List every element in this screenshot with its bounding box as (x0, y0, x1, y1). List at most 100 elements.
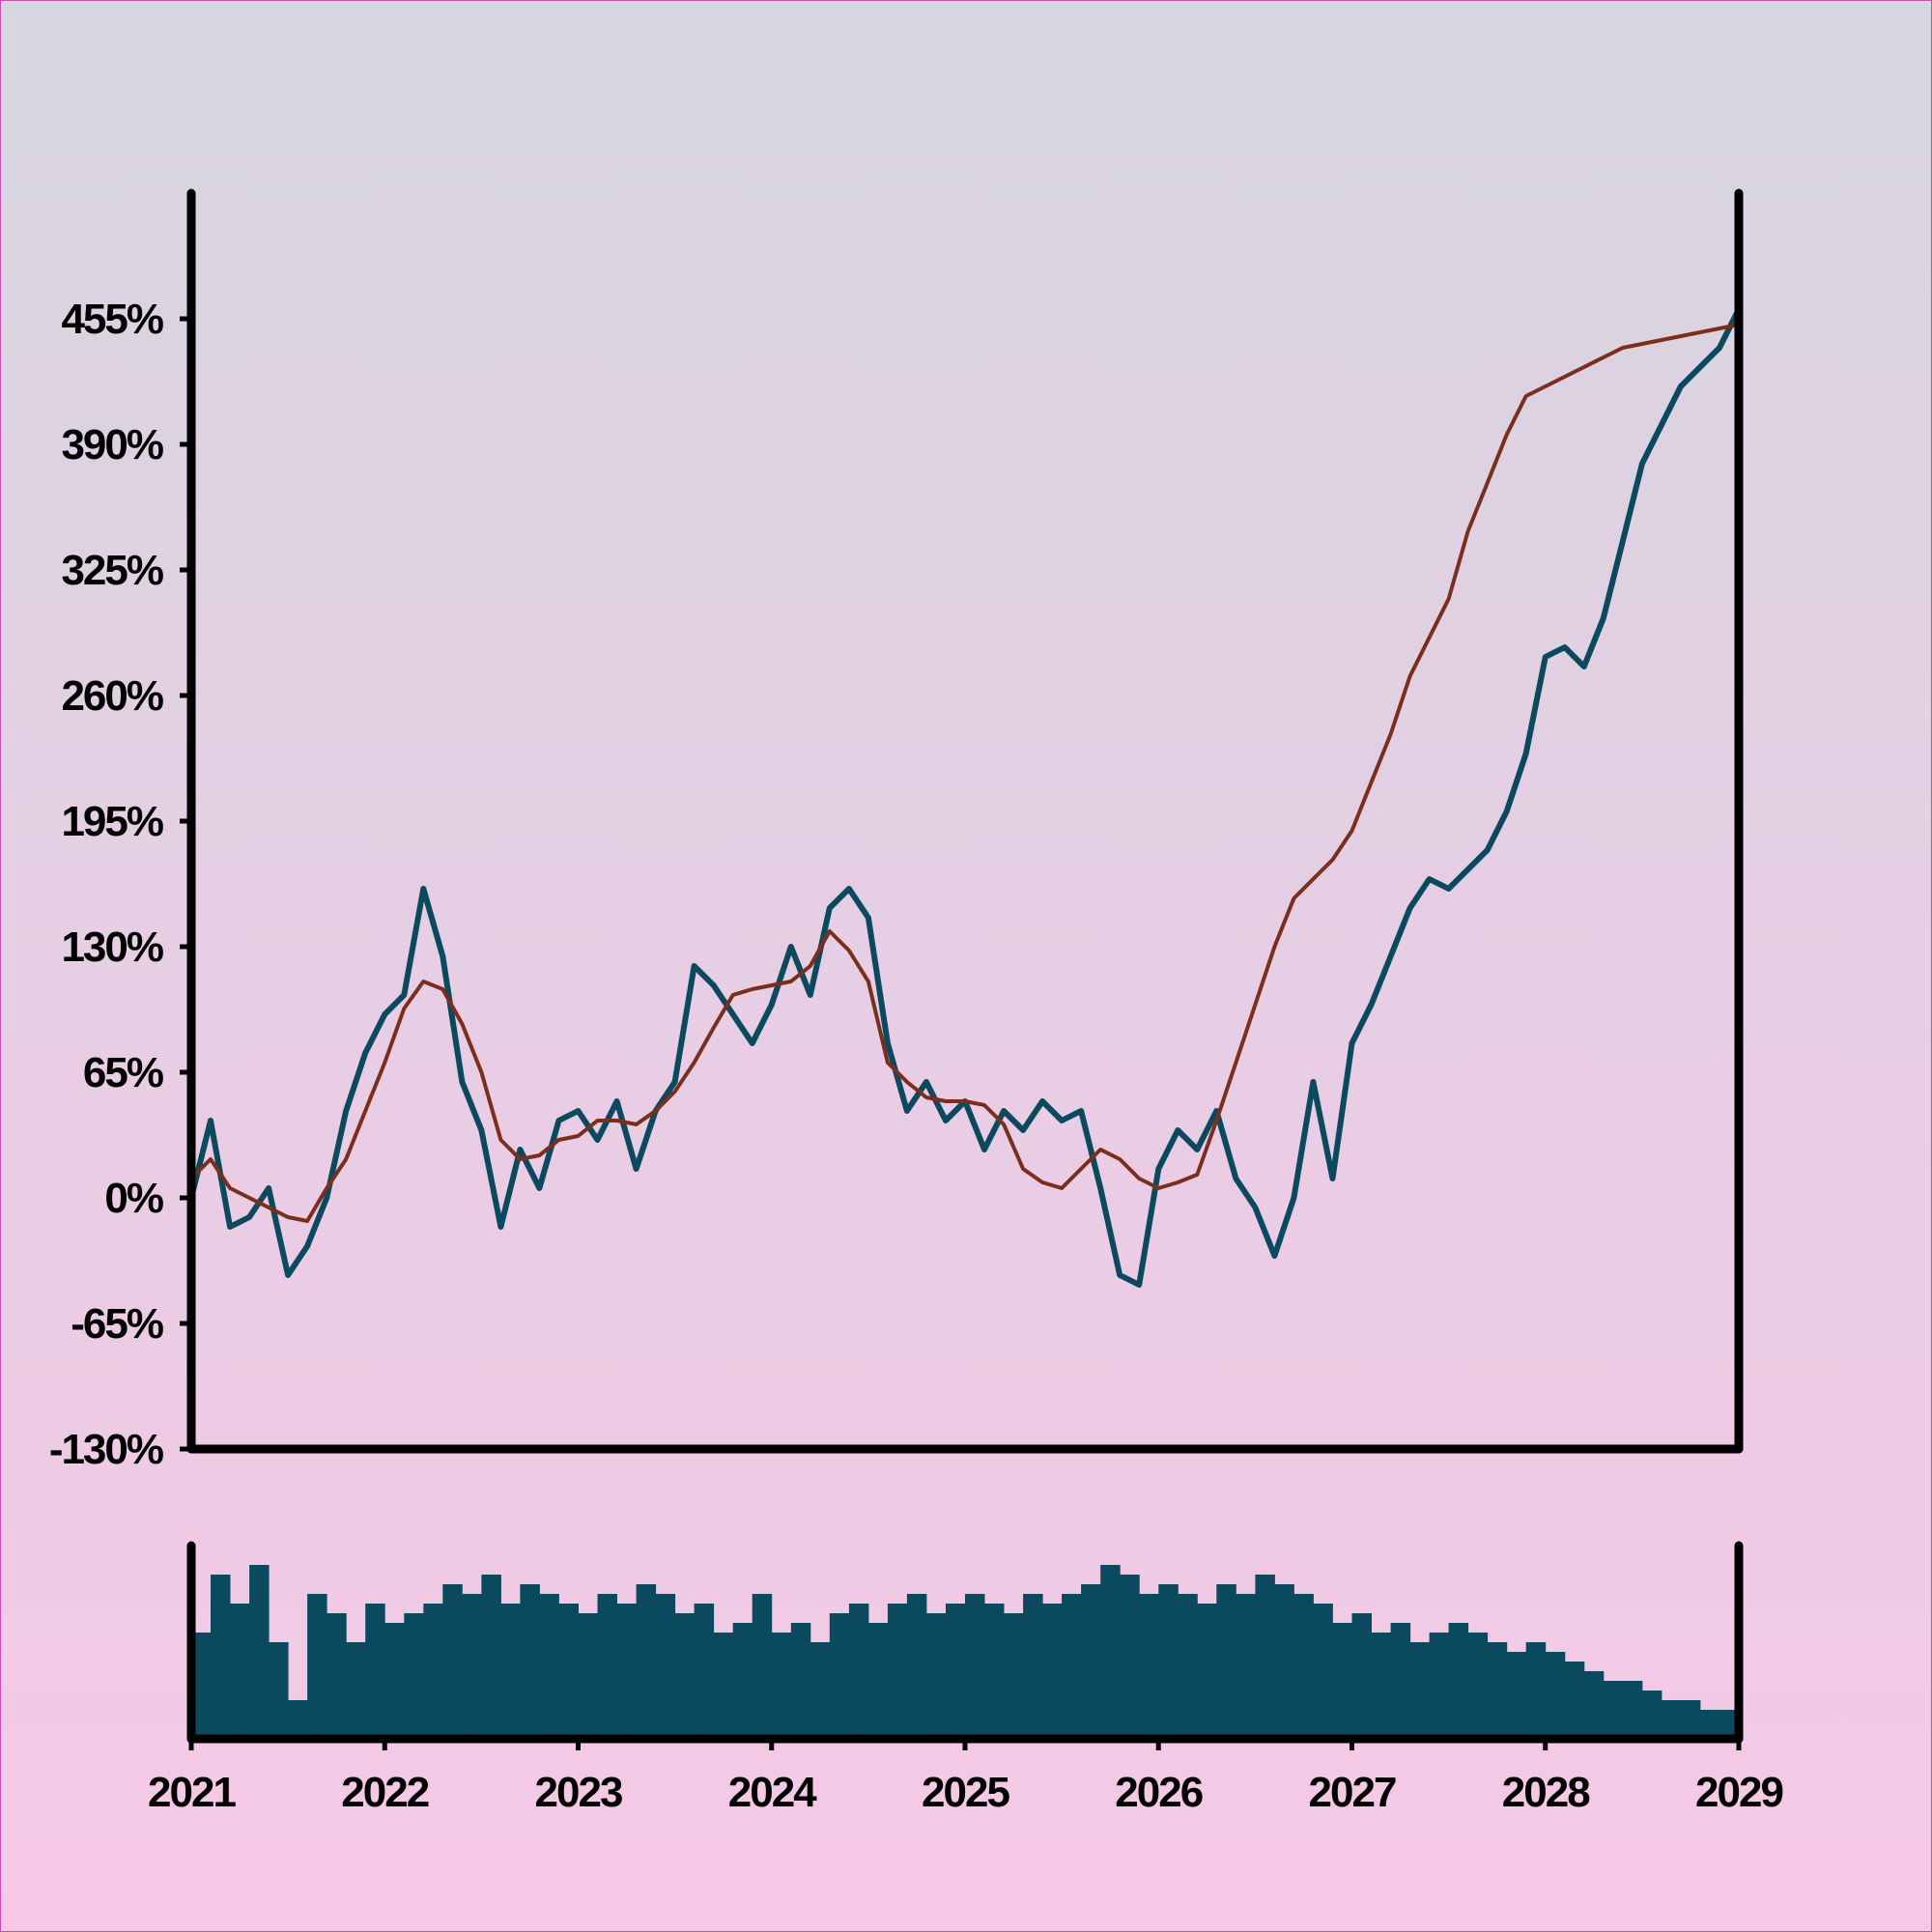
volume-bar (790, 1623, 811, 1739)
volume-bar (404, 1613, 424, 1739)
volume-bar (578, 1613, 598, 1739)
volume-bar (752, 1594, 773, 1739)
volume-bar (307, 1594, 327, 1739)
x-tick-label: 2021 (148, 1769, 236, 1816)
volume-bar (539, 1594, 559, 1739)
volume-bar (191, 1633, 212, 1739)
x-tick-label: 2023 (535, 1769, 622, 1816)
volume-bar (1178, 1594, 1198, 1739)
volume-bar (1622, 1681, 1643, 1739)
volume-bar (655, 1594, 676, 1739)
volume-bar (1236, 1594, 1256, 1739)
x-tick-label: 2022 (341, 1769, 428, 1816)
volume-bar (1081, 1584, 1101, 1739)
volume-bar (423, 1604, 443, 1739)
x-tick-label: 2027 (1309, 1769, 1396, 1816)
volume-bar (1371, 1633, 1391, 1739)
volume-bar (1313, 1604, 1333, 1739)
volume-bar (1641, 1690, 1662, 1739)
x-tick-label: 2028 (1502, 1769, 1590, 1816)
volume-bar (965, 1594, 985, 1739)
volume-bar (1699, 1710, 1720, 1739)
volume-bar (1467, 1633, 1489, 1739)
volume-bar (616, 1604, 638, 1739)
volume-bar (1429, 1633, 1450, 1739)
y-tick-label: 0% (104, 1175, 162, 1222)
y-tick-label: 65% (83, 1049, 163, 1096)
volume-bar (1409, 1642, 1431, 1739)
volume-bar (1680, 1700, 1701, 1739)
volume-bar (946, 1604, 966, 1739)
volume-bar (1332, 1623, 1352, 1739)
volume-bar (442, 1584, 463, 1739)
axes (186, 188, 1744, 1744)
y-tick-label: 195% (61, 798, 162, 845)
volume-bar (1487, 1642, 1508, 1739)
volume-bar (462, 1594, 482, 1739)
price-line (188, 307, 1742, 1288)
main-plot (188, 307, 1742, 1288)
volume-bar (771, 1633, 792, 1739)
x-tick-label: 2029 (1695, 1769, 1782, 1816)
volume-bar (1120, 1575, 1140, 1739)
volume-plot (191, 1565, 1740, 1739)
volume-bar (867, 1623, 889, 1739)
volume-bar (829, 1613, 850, 1739)
volume-bar (249, 1565, 270, 1739)
volume-bar (230, 1604, 250, 1739)
volume-bar (327, 1613, 347, 1739)
volume-bar (211, 1575, 231, 1739)
volume-bar (1293, 1594, 1314, 1739)
volume-bar (597, 1594, 617, 1739)
y-tick-label: -65% (71, 1300, 163, 1348)
volume-bar (636, 1584, 657, 1739)
y-tick-label: 390% (61, 421, 162, 469)
volume-bar (925, 1613, 947, 1739)
volume-bar (1351, 1613, 1372, 1739)
volume-bar (1004, 1613, 1024, 1739)
volume-bar (1274, 1584, 1294, 1739)
volume-bar (694, 1604, 715, 1739)
volume-bar (1390, 1623, 1411, 1739)
volume-bar (558, 1604, 579, 1739)
volume-bar (288, 1700, 308, 1739)
volume-bar (674, 1613, 696, 1739)
volume-bar (1448, 1623, 1469, 1739)
volume-bar (1197, 1604, 1217, 1739)
volume-bar (732, 1623, 753, 1739)
volume-bar (848, 1604, 869, 1739)
volume-bar (1139, 1594, 1159, 1739)
volume-bar (1216, 1584, 1236, 1739)
volume-bar (906, 1594, 927, 1739)
volume-bar (1506, 1652, 1527, 1739)
y-tick-label: 455% (61, 296, 162, 343)
x-tick-label: 2024 (728, 1769, 817, 1816)
volume-bar (500, 1604, 521, 1739)
y-tick-label: 130% (61, 923, 162, 971)
volume-bar (1023, 1594, 1043, 1739)
volume-bar (1158, 1584, 1179, 1739)
x-tick-label: 2025 (922, 1769, 1009, 1816)
volume-bar (1042, 1604, 1063, 1739)
y-tick-label: 325% (61, 547, 162, 594)
volume-bar (1661, 1700, 1682, 1739)
volume-bar (887, 1604, 908, 1739)
volume-bar (713, 1633, 734, 1739)
volume-bar (481, 1575, 501, 1739)
volume-bar (1603, 1681, 1624, 1739)
volume-bar (810, 1642, 831, 1739)
volume-bar (1100, 1565, 1121, 1739)
moving-average-line (189, 323, 1740, 1223)
volume-bar (520, 1584, 540, 1739)
volume-bar (1719, 1710, 1740, 1739)
volume-bar (1545, 1652, 1566, 1739)
volume-bar (1583, 1671, 1605, 1739)
volume-bar (1255, 1575, 1275, 1739)
volume-bar (365, 1604, 385, 1739)
volume-bar (384, 1623, 405, 1739)
volume-bar (1062, 1594, 1082, 1739)
x-axis-ticks: 2021 2022 2023 2024 2025 2026 2027 2028 2029 (148, 1739, 1784, 1816)
x-tick-label: 2026 (1115, 1769, 1202, 1816)
volume-bar (269, 1642, 289, 1739)
volume-bar (1525, 1642, 1547, 1739)
